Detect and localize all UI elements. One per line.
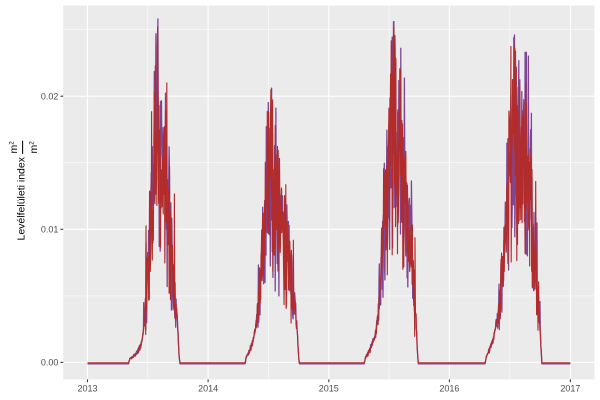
svg-text:0.00: 0.00 xyxy=(41,358,59,368)
svg-text:2016: 2016 xyxy=(439,384,459,394)
svg-text:0.02: 0.02 xyxy=(41,91,59,101)
svg-text:2013: 2013 xyxy=(77,384,97,394)
svg-text:2014: 2014 xyxy=(198,384,218,394)
svg-text:2017: 2017 xyxy=(560,384,580,394)
svg-text:0.01: 0.01 xyxy=(41,225,59,235)
svg-text:Levélfelületi index: Levélfelületi index xyxy=(16,156,28,240)
svg-text:2015: 2015 xyxy=(319,384,339,394)
